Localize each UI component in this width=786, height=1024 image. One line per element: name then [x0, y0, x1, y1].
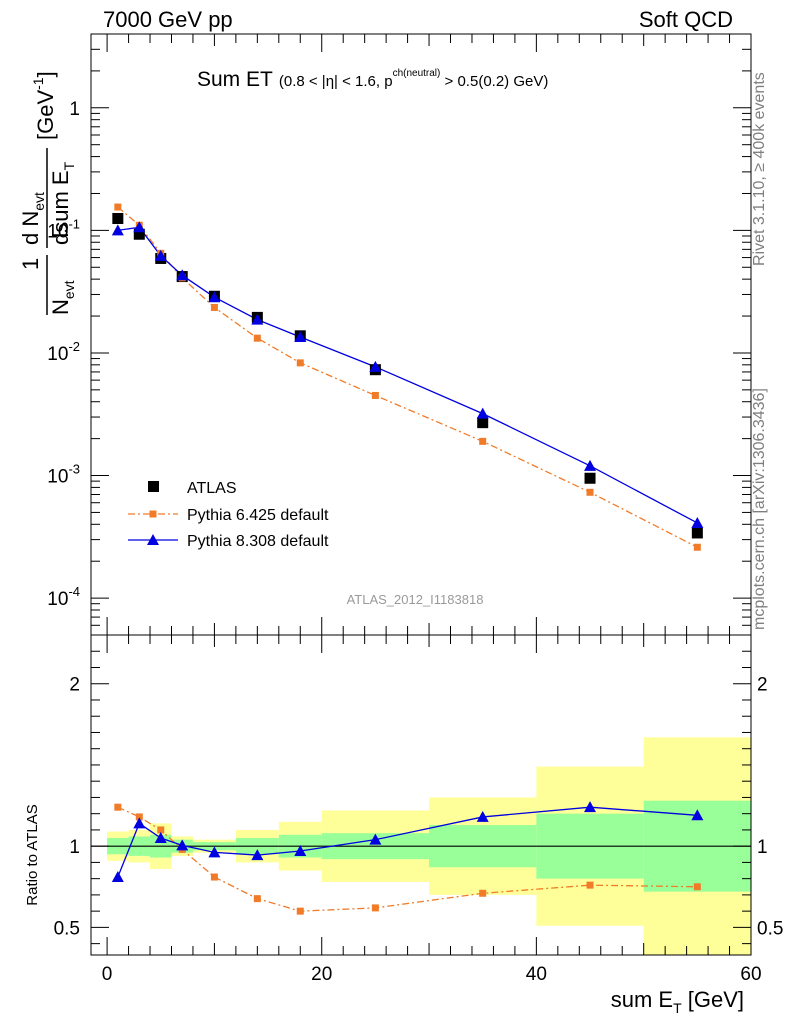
- ratio-point-pythia8: [294, 845, 307, 857]
- main-point-atlas: [584, 472, 596, 484]
- main-point-pythia6: [253, 334, 261, 342]
- ratio-xtick-label: 0: [102, 964, 113, 985]
- main-point-pythia8: [111, 224, 124, 236]
- ratio-point-pythia6: [210, 873, 218, 881]
- ratio-xtick-label: 20: [311, 964, 332, 985]
- legend-py6-marker: [149, 510, 157, 518]
- main-point-atlas: [691, 527, 703, 539]
- ratio-xtick-label: 40: [526, 964, 547, 985]
- ratio-plot-frame: [90, 634, 752, 956]
- ratio-point-pythia6: [114, 803, 122, 811]
- svg-text:1: 1: [18, 258, 43, 270]
- ratio-point-pythia8: [691, 809, 704, 821]
- main-point-pythia8: [691, 516, 704, 528]
- ratio-ylabel: Ratio to ATLAS: [24, 804, 41, 905]
- main-point-atlas: [477, 417, 489, 429]
- ratio-point-pythia8: [176, 839, 189, 851]
- ratio-point-pythia6: [157, 826, 165, 834]
- main-ytick-label: 1: [69, 99, 80, 120]
- main-point-pythia8: [476, 407, 489, 419]
- ratio-point-pythia8: [133, 817, 146, 829]
- ratio-point-pythia8: [154, 832, 167, 844]
- main-point-pythia8: [133, 221, 146, 233]
- ratio-point-pythia6: [253, 895, 261, 903]
- svg-text:Nevt: Nevt: [48, 280, 77, 315]
- main-point-atlas: [133, 228, 145, 240]
- ratio-point-pythia8: [208, 846, 221, 858]
- main-point-pythia8: [584, 459, 597, 471]
- ratio-point-pythia8: [584, 801, 597, 813]
- ratio-point-pythia6: [479, 889, 487, 897]
- ratio-ytick-label-left: 1: [69, 837, 80, 858]
- main-point-pythia8: [176, 269, 189, 281]
- ratio-point-pythia8: [476, 810, 489, 822]
- main-title: Sum ET (0.8 < |η| < 1.6, pch(neutral) > 0…: [197, 68, 548, 91]
- ratio-ytick-label-right: 2: [757, 675, 768, 696]
- legend-atlas-marker: [148, 481, 159, 492]
- legend-py8-label: Pythia 8.308 default: [187, 533, 329, 550]
- main-ytick-label: 10-2: [47, 339, 80, 365]
- ratio-point-pythia8: [369, 833, 382, 845]
- svg-text:d Nevt: d Nevt: [18, 192, 47, 245]
- main-point-pythia6: [479, 437, 487, 445]
- ratio-ytick-label-right: 1: [757, 837, 768, 858]
- ratio-point-pythia8: [251, 849, 264, 861]
- ratio-ytick-label-right: 0.5: [757, 918, 783, 939]
- main-point-pythia8: [208, 291, 221, 303]
- legend: ATLAS Pythia 6.425 default Pythia 8.308 …: [128, 480, 329, 550]
- main-point-pythia8: [251, 313, 264, 325]
- svg-text:[GeV-1]: [GeV-1]: [30, 71, 58, 140]
- main-series-line-1: [117, 206, 698, 548]
- header-right: Soft QCD: [638, 7, 733, 32]
- main-point-pythia6: [371, 391, 379, 399]
- main-point-pythia8: [294, 330, 307, 342]
- main-ytick-label: 10-1: [47, 216, 80, 242]
- main-point-pythia6: [296, 359, 304, 367]
- legend-atlas-label: ATLAS: [187, 480, 237, 497]
- header-left: 7000 GeV pp: [103, 7, 233, 32]
- ratio-xtick-label: 60: [740, 964, 761, 985]
- ratio-ytick-label-left: 0.5: [54, 918, 80, 939]
- main-point-pythia6: [114, 203, 122, 211]
- ratio-point-pythia8: [111, 871, 124, 883]
- main-ylabel: 1 Nevt d Nevt dsum ET [GeV-1]: [18, 71, 77, 315]
- main-series-line-2: [117, 226, 698, 524]
- legend-py6-label: Pythia 6.425 default: [187, 507, 329, 524]
- main-ytick-label: 10-3: [47, 462, 80, 488]
- main-point-atlas: [112, 212, 124, 224]
- ratio-point-pythia6: [135, 813, 143, 821]
- ratio-point-pythia6: [296, 907, 304, 915]
- main-point-pythia6: [586, 488, 594, 496]
- main-point-pythia8: [369, 360, 382, 372]
- ratio-point-pythia6: [586, 881, 594, 889]
- ratio-ytick-label-left: 2: [69, 675, 80, 696]
- main-point-pythia6: [210, 303, 218, 311]
- x-axis-label: sum ET [GeV]: [611, 987, 744, 1016]
- watermark: ATLAS_2012_I1183818: [347, 592, 484, 607]
- main-ytick-label: 10-4: [47, 584, 80, 610]
- main-point-pythia6: [693, 543, 701, 551]
- main-point-pythia8: [154, 249, 167, 261]
- svg-text:dsum ET: dsum ET: [48, 161, 77, 245]
- legend-py8-marker: [147, 534, 159, 545]
- ratio-point-pythia6: [693, 883, 701, 891]
- ratio-point-pythia6: [371, 904, 379, 912]
